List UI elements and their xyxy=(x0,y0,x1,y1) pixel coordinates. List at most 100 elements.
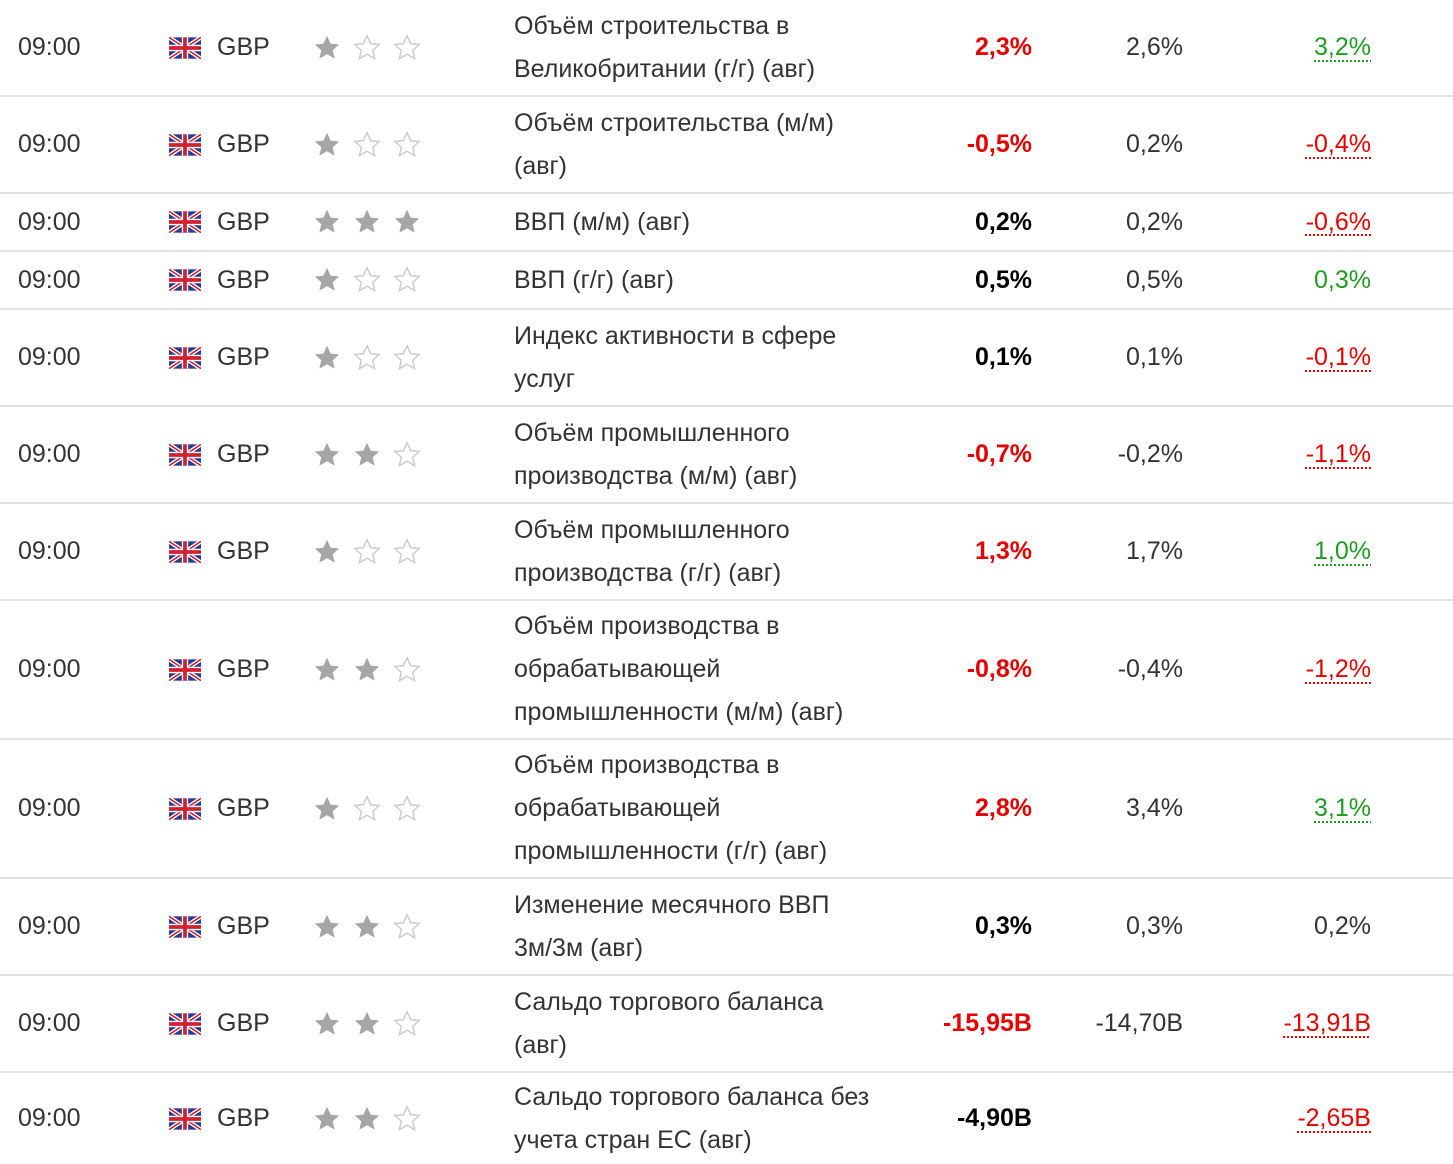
previous-value-text: -2,65B xyxy=(1297,1104,1371,1132)
table-row: 09:00 GBP Сальдо торгового баланса (авг) -15… xyxy=(0,976,1453,1073)
event-name-link[interactable]: Объём строительства (м/м) (авг) xyxy=(514,97,909,192)
importance-rating xyxy=(312,194,422,250)
event-time: 09:00 xyxy=(18,130,81,158)
table-row: 09:00 GBP Сальдо торгового баланса без учет… xyxy=(0,1073,1453,1164)
star-empty-icon xyxy=(392,33,422,63)
actual-value: 0,3% xyxy=(975,912,1032,940)
event-name-line: ВВП (г/г) (авг) xyxy=(514,265,674,294)
uk-flag-icon xyxy=(169,407,201,502)
actual-value: -15,95B xyxy=(943,1009,1032,1037)
actual-value: 0,2% xyxy=(975,207,1032,236)
event-name-link[interactable]: Объём производства в обрабатывающей промыш… xyxy=(514,601,909,738)
event-time: 09:00 xyxy=(18,1009,81,1037)
event-time: 09:00 xyxy=(18,1104,81,1132)
importance-rating xyxy=(312,0,422,95)
uk-flag-icon xyxy=(169,194,201,250)
star-filled-icon xyxy=(312,33,342,63)
event-name-link[interactable]: Объём производства в обрабатывающей промыш… xyxy=(514,740,909,877)
event-name-line: ВВП (м/м) (авг) xyxy=(514,207,691,236)
previous-value[interactable]: 3,2% xyxy=(1314,0,1371,95)
currency-code: GBP xyxy=(217,130,270,158)
event-name-link[interactable]: Индекс активности в сфере услуг xyxy=(514,310,909,405)
event-time: 09:00 xyxy=(18,655,81,683)
previous-value[interactable]: -2,65B xyxy=(1297,1073,1371,1164)
star-empty-icon xyxy=(352,343,382,373)
star-filled-icon xyxy=(352,912,382,942)
uk-flag-icon xyxy=(169,601,201,738)
importance-rating xyxy=(312,407,422,502)
star-filled-icon xyxy=(312,794,342,824)
star-filled-icon xyxy=(352,440,382,470)
actual-value: -0,5% xyxy=(966,130,1032,158)
uk-flag-icon xyxy=(169,976,201,1071)
previous-value[interactable]: 3,1% xyxy=(1314,740,1371,877)
star-empty-icon xyxy=(392,1104,422,1134)
event-name-link[interactable]: Сальдо торгового баланса (авг) xyxy=(514,976,909,1071)
currency-code: GBP xyxy=(217,440,270,468)
previous-value[interactable]: -1,2% xyxy=(1306,601,1371,738)
previous-value[interactable]: -0,1% xyxy=(1306,310,1371,405)
event-time: 09:00 xyxy=(18,537,81,565)
star-empty-icon xyxy=(392,537,422,567)
previous-value-text: -0,4% xyxy=(1305,130,1371,158)
currency-code: GBP xyxy=(217,794,270,822)
star-empty-icon xyxy=(352,265,382,295)
star-empty-icon xyxy=(392,440,422,470)
actual-value: -4,90B xyxy=(956,1104,1032,1132)
importance-rating xyxy=(312,504,422,599)
star-filled-icon xyxy=(312,1104,342,1134)
actual-value: 2,3% xyxy=(975,33,1032,61)
forecast-value: -0,4% xyxy=(1117,655,1183,683)
star-filled-icon xyxy=(312,130,342,160)
table-row: 09:00 GBP Объём строительства в Великобрита… xyxy=(0,0,1453,97)
table-row: 09:00 GBP ВВП (м/м) (авг) 0,2% 0,2% -0,6% xyxy=(0,194,1453,252)
star-empty-icon xyxy=(392,655,422,685)
previous-value[interactable]: -0,4% xyxy=(1306,97,1371,192)
event-time: 09:00 xyxy=(18,265,81,294)
previous-value[interactable]: 1,0% xyxy=(1314,504,1371,599)
actual-value: -0,8% xyxy=(966,655,1032,683)
forecast-value: 0,2% xyxy=(1126,207,1183,236)
previous-value-text: 1,0% xyxy=(1314,537,1371,565)
forecast-value: 0,5% xyxy=(1126,265,1183,294)
event-name-link[interactable]: Объём строительства в Великобритании (г/г… xyxy=(514,0,909,95)
previous-value[interactable]: -1,1% xyxy=(1306,407,1371,502)
actual-value: 0,5% xyxy=(975,265,1032,294)
event-name-link[interactable]: Сальдо торгового баланса без учета стран … xyxy=(514,1073,909,1164)
uk-flag-icon xyxy=(169,1073,201,1164)
event-name-line: промышленности (м/м) (авг) xyxy=(514,698,844,726)
event-time: 09:00 xyxy=(18,794,81,822)
table-row: 09:00 GBP Объём строительства (м/м) (авг) -0… xyxy=(0,97,1453,194)
star-filled-icon xyxy=(312,655,342,685)
event-name-link[interactable]: ВВП (г/г) (авг) xyxy=(514,252,909,308)
forecast-value: 3,4% xyxy=(1126,794,1183,822)
star-filled-icon xyxy=(352,655,382,685)
event-name-link[interactable]: Объём промышленного производства (м/м) (а… xyxy=(514,407,909,502)
event-time: 09:00 xyxy=(18,912,81,940)
event-time: 09:00 xyxy=(18,207,81,236)
table-row: 09:00 GBP Объём производства в обрабатывающ… xyxy=(0,601,1453,740)
event-name-link[interactable]: ВВП (м/м) (авг) xyxy=(514,194,909,250)
table-row: 09:00 GBP Объём производства в обрабатывающ… xyxy=(0,740,1453,879)
event-name-link[interactable]: Объём промышленного производства (г/г) (а… xyxy=(514,504,909,599)
forecast-value: 2,6% xyxy=(1126,33,1183,61)
previous-value[interactable]: -13,91B xyxy=(1283,976,1371,1071)
forecast-value: 0,3% xyxy=(1126,912,1183,940)
event-name-line: производства (г/г) (авг) xyxy=(514,558,782,587)
currency-code: GBP xyxy=(217,537,270,565)
table-row: 09:00 GBP Изменение месячного ВВП 3м/3м (ав… xyxy=(0,879,1453,976)
event-name-line: Изменение месячного ВВП xyxy=(514,890,830,919)
previous-value-text: 3,2% xyxy=(1314,33,1371,61)
star-empty-icon xyxy=(392,1009,422,1039)
event-name-line: (авг) xyxy=(514,1030,567,1059)
currency-code: GBP xyxy=(217,33,270,61)
star-empty-icon xyxy=(352,130,382,160)
event-name-link[interactable]: Изменение месячного ВВП 3м/3м (авг) xyxy=(514,879,909,974)
table-row: 09:00 GBP Индекс активности в сфере услуг 0,… xyxy=(0,310,1453,407)
event-name-line: обрабатывающей xyxy=(514,655,721,683)
previous-value[interactable]: -0,6% xyxy=(1306,194,1371,250)
star-empty-icon xyxy=(352,537,382,567)
uk-flag-icon xyxy=(169,97,201,192)
event-name-line: Объём промышленного xyxy=(514,418,790,447)
